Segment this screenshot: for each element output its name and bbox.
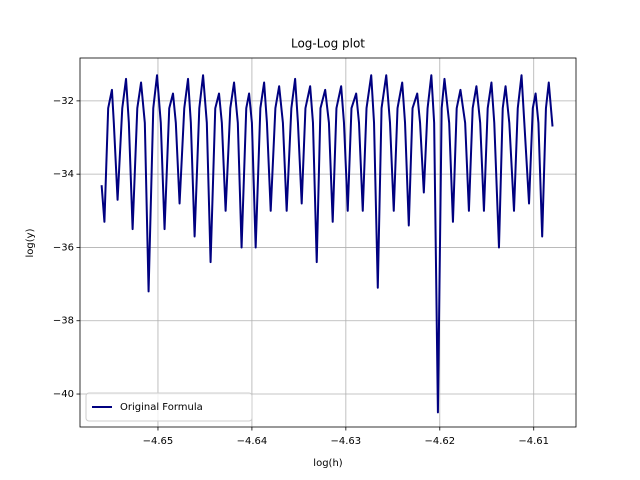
x-tick-label: −4.64	[237, 436, 268, 447]
axes-frame	[79, 57, 577, 428]
x-axis-label: log(h)	[313, 458, 342, 469]
chart-title: Log-Log plot	[291, 37, 365, 51]
x-tick-label: −4.62	[424, 436, 455, 447]
x-tick-label: −4.63	[331, 436, 362, 447]
y-tick-label: −36	[53, 242, 74, 253]
y-tick-label: −40	[53, 389, 74, 400]
y-tick-label: −38	[53, 316, 74, 327]
legend-box	[85, 392, 253, 422]
x-tick-label: −4.61	[518, 436, 549, 447]
y-tick-label: −34	[53, 169, 74, 180]
x-tick-label: −4.65	[143, 436, 174, 447]
data-line	[100, 74, 554, 414]
legend-label: Original Formula	[120, 402, 203, 413]
y-axis-label: log(y)	[25, 228, 36, 257]
y-tick-label: −32	[53, 96, 74, 107]
